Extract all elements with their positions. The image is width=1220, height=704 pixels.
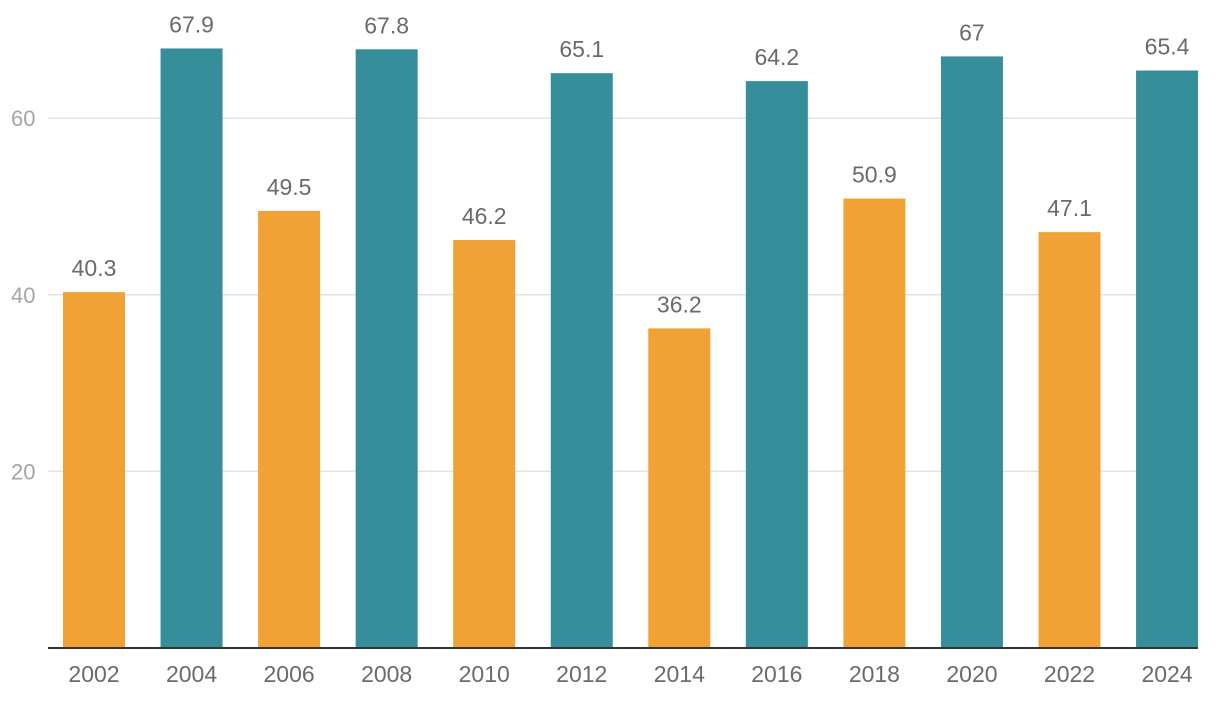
- y-tick-label: 40: [11, 283, 35, 308]
- x-tick-label: 2004: [166, 661, 217, 687]
- x-tick-label: 2002: [68, 661, 119, 687]
- x-tick-label: 2016: [751, 661, 802, 687]
- x-tick-label: 2020: [946, 661, 997, 687]
- x-tick-label: 2006: [264, 661, 315, 687]
- data-label: 47.1: [1047, 195, 1092, 221]
- bar-2008[interactable]: [355, 49, 418, 649]
- data-label: 49.5: [267, 174, 312, 200]
- x-axis-ticks: 2002 2004 2006 2008 2010 2012 2014 2016 2018 2020…: [68, 661, 1192, 687]
- bar-2018[interactable]: [843, 198, 906, 649]
- bar-2020[interactable]: [940, 56, 1003, 648]
- gridlines: [48, 117, 1198, 473]
- data-label: 67: [959, 19, 985, 45]
- data-label: 65.1: [559, 36, 604, 62]
- bar-2022[interactable]: [1038, 232, 1101, 648]
- x-tick-label: 2022: [1044, 661, 1095, 687]
- y-tick-label: 20: [11, 459, 35, 484]
- y-tick-label: 60: [11, 106, 35, 131]
- y-axis-ticks: 20 40 60: [11, 106, 35, 484]
- x-tick-label: 2010: [459, 661, 510, 687]
- bar-2014[interactable]: [648, 328, 711, 648]
- data-label: 50.9: [852, 162, 897, 188]
- bar-2024[interactable]: [1136, 70, 1199, 648]
- x-tick-label: 2012: [556, 661, 607, 687]
- bar-2010[interactable]: [453, 240, 516, 648]
- data-labels: 40.3 67.9 49.5 67.8 46.2 65.1 36.2 64.2 50.9 67 47…: [72, 11, 1190, 317]
- data-label: 67.9: [169, 11, 214, 37]
- bar-2016[interactable]: [745, 81, 808, 648]
- data-label: 40.3: [72, 255, 117, 281]
- bar-2006[interactable]: [258, 210, 321, 649]
- x-tick-label: 2014: [654, 661, 705, 687]
- x-tick-label: 2018: [849, 661, 900, 687]
- data-label: 65.4: [1145, 34, 1190, 60]
- data-label: 64.2: [754, 44, 799, 70]
- x-tick-label: 2024: [1141, 661, 1192, 687]
- data-label: 46.2: [462, 203, 507, 229]
- data-label: 36.2: [657, 291, 702, 317]
- bar-2004[interactable]: [160, 48, 223, 649]
- bar-2012[interactable]: [550, 73, 613, 649]
- data-label: 67.8: [364, 12, 409, 38]
- bars: [63, 48, 1199, 649]
- bar-2002[interactable]: [63, 292, 125, 648]
- x-tick-label: 2008: [361, 661, 412, 687]
